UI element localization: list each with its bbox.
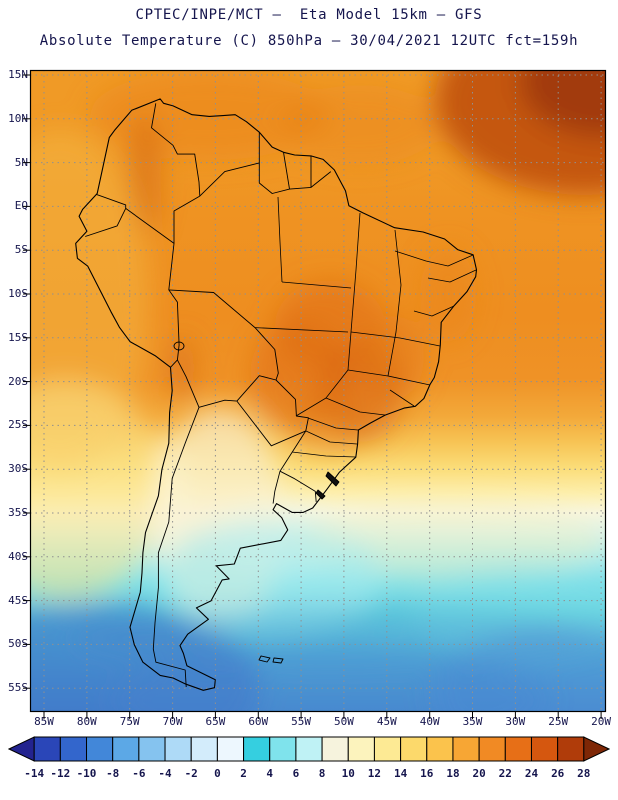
colorbar-segment-13	[347, 736, 375, 762]
lat-label-5S: 5S	[14, 243, 28, 257]
colorbar-segment-1	[33, 736, 61, 762]
lon-label-35W: 35W	[462, 715, 483, 728]
colorbar-label-20: 20	[472, 767, 485, 780]
lon-label-45W: 45W	[376, 715, 397, 728]
country-borders	[85, 103, 332, 688]
island	[258, 655, 271, 663]
lat-label-10N: 10N	[8, 111, 28, 125]
temperature-colorbar: -14 -12 -10 -8 -6 -4 -2 0 2 4 6 8 10 12 14 16 18 20 22 24 26…	[7, 736, 611, 784]
colorbar-label--12: -12	[50, 767, 70, 780]
colorbar-label-2: 2	[240, 767, 247, 780]
colorbar-label-16: 16	[420, 767, 434, 780]
colorbar-label--6: -6	[132, 767, 146, 780]
lat-label-15N: 15N	[8, 68, 28, 81]
lon-label-40W: 40W	[419, 715, 440, 728]
colorbar-segment-16	[426, 736, 454, 762]
colorbar-segment-18	[478, 736, 506, 762]
lon-label-20W: 20W	[591, 715, 611, 728]
colorbar-label-22: 22	[499, 767, 512, 780]
lon-label-55W: 55W	[291, 715, 312, 728]
colorbar-segment-11	[295, 736, 323, 762]
lon-label-65W: 65W	[205, 715, 226, 728]
lon-label-25W: 25W	[548, 715, 569, 728]
state-borders	[254, 196, 477, 458]
colorbar-segment-7	[190, 736, 218, 762]
colorbar-label--8: -8	[106, 767, 119, 780]
colorbar-label--2: -2	[185, 767, 198, 780]
temperature-map	[23, 69, 607, 719]
lon-label-80W: 80W	[76, 715, 97, 728]
lat-label-30S: 30S	[8, 462, 28, 476]
colorbar-segment-21	[557, 736, 585, 762]
colorbar-segment-20	[530, 736, 559, 762]
lat-label-20S: 20S	[8, 374, 28, 388]
lon-label-50W: 50W	[334, 715, 354, 728]
lat-label-EQ: EQ	[14, 199, 28, 213]
axis-ticks	[23, 74, 602, 719]
colorbar-label-8: 8	[319, 767, 326, 780]
lat-label-40S: 40S	[8, 549, 28, 563]
colorbar-segment-10	[269, 736, 297, 762]
colorbar-label-4: 4	[266, 767, 273, 780]
lagoon	[325, 471, 340, 487]
colorbar-label--14: -14	[24, 767, 44, 780]
colorbar-segment-22	[583, 736, 611, 762]
colorbar-label-18: 18	[446, 767, 459, 780]
colorbar-segment-2	[59, 736, 88, 762]
colorbar-label-14: 14	[394, 767, 408, 780]
lat-label-35S: 35S	[8, 506, 28, 519]
colorbar-segment-4	[112, 736, 140, 762]
geography	[75, 98, 478, 691]
title-line-2: Absolute Temperature (C) 850hPa — 30/04/…	[39, 33, 579, 49]
lat-label-25S: 25S	[8, 418, 28, 432]
colorbar-segment-9	[243, 736, 271, 762]
colorbar-label-26: 26	[551, 767, 565, 780]
colorbar-segment-5	[138, 736, 166, 762]
colorbar-label-10: 10	[342, 767, 355, 780]
temperature-patches	[30, 70, 606, 712]
lon-label-85W: 85W	[34, 715, 54, 728]
colorbar-label-12: 12	[368, 767, 381, 780]
colorbar-segment-17	[452, 736, 480, 762]
coastline	[75, 98, 478, 691]
colorbar-label-28: 28	[577, 767, 590, 780]
lon-label-70W: 70W	[162, 715, 183, 728]
lat-label-5N: 5N	[14, 155, 28, 169]
gridlines	[30, 70, 606, 712]
island	[272, 657, 284, 664]
colorbar-label--10: -10	[77, 767, 97, 780]
lakes-and-islands	[173, 341, 340, 664]
lon-label-75W: 75W	[119, 715, 140, 728]
colorbar-label-6: 6	[293, 767, 300, 780]
colorbar-segment-3	[86, 736, 114, 762]
lat-label-15S: 15S	[8, 330, 28, 344]
colorbar-label--4: -4	[158, 767, 172, 780]
colorbar-segment-8	[216, 736, 245, 762]
map-frame	[29, 69, 607, 713]
colorbar-svg: -14 -12 -10 -8 -6 -4 -2 0 2 4 6 8 10 12 14 16 18 20 22 24 26…	[7, 736, 611, 780]
lagoon	[315, 489, 326, 500]
colorbar-segment-6	[164, 736, 192, 762]
colorbar-label-0: 0	[214, 767, 221, 780]
colorbar-segment-0	[7, 736, 35, 762]
lake-titicaca	[173, 341, 185, 351]
title-line-1: CPTEC/INPE/MCT — Eta Model 15km — GFS	[135, 7, 483, 23]
colorbar-segment-12	[321, 736, 349, 762]
lat-label-10S: 10S	[8, 287, 28, 300]
lon-label-60W: 60W	[248, 715, 269, 728]
colorbar-segment-19	[504, 736, 532, 762]
colorbar-segment-15	[400, 736, 428, 762]
lat-label-55S: 55S	[8, 681, 28, 695]
lon-label-30W: 30W	[505, 715, 526, 728]
lat-label-50S: 50S	[8, 637, 28, 651]
colorbar-segment-14	[373, 736, 402, 762]
colorbar-label-24: 24	[525, 767, 539, 780]
lat-label-45S: 45S	[8, 593, 28, 607]
